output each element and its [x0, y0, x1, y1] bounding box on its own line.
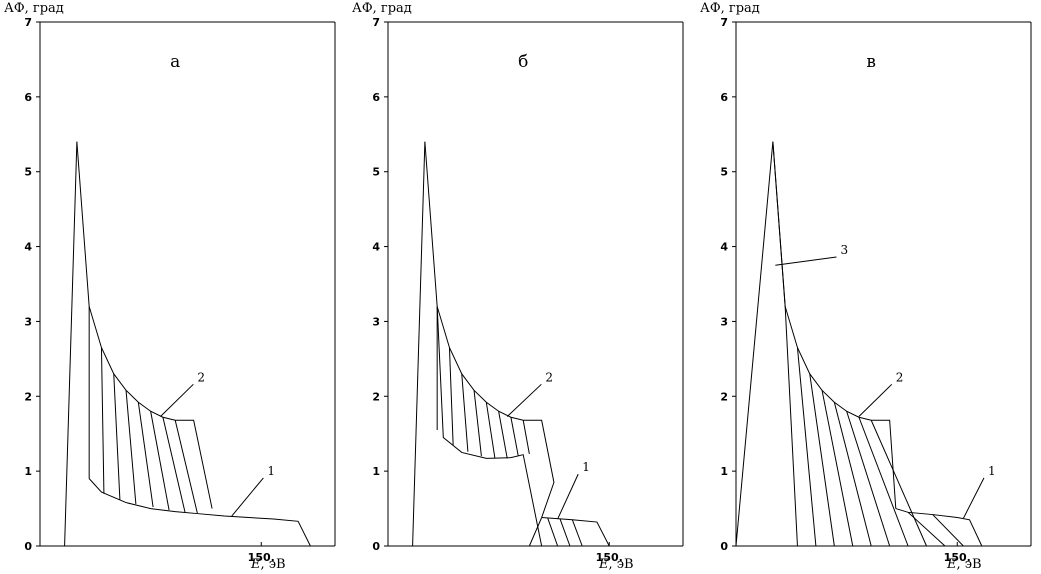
- y-tick-label: 5: [372, 166, 380, 179]
- y-tick-label: 6: [372, 91, 380, 104]
- x-tick-label: 150.: [944, 551, 971, 564]
- series-line: [76, 141, 213, 509]
- y-tick-label: 6: [720, 91, 728, 104]
- x-axis-unit: , эВ: [261, 557, 286, 572]
- x-axis-unit: , эВ: [609, 557, 634, 572]
- x-axis-label: E, эВ: [598, 557, 634, 572]
- hatch-line: [858, 417, 909, 547]
- y-tick-label: 4: [372, 241, 380, 254]
- hatch-line: [100, 347, 105, 494]
- curve-label: 1: [582, 460, 590, 474]
- hatch-line: [498, 411, 508, 459]
- y-tick-label: 3: [24, 315, 32, 328]
- hatch-line: [821, 390, 854, 547]
- leader-line: [962, 477, 985, 519]
- x-axis-label: E, эВ: [250, 557, 286, 572]
- hatch-line: [846, 411, 891, 547]
- curve-label: 1: [267, 464, 275, 478]
- hatch-line: [162, 417, 186, 513]
- leader-line: [506, 383, 542, 417]
- y-tick-label: 5: [24, 166, 32, 179]
- x-tick-label: 150.: [248, 551, 275, 564]
- hatch-line: [113, 373, 121, 500]
- leader-line: [160, 383, 194, 417]
- chart-panel: 0 1 2 3 4 5 6 7 150. АФ, град E, эВ а 1 2: [4, 1, 336, 572]
- hatch-line: [150, 411, 170, 511]
- y-tick-label: 1: [24, 465, 32, 478]
- hatch-line: [547, 518, 559, 547]
- hatch-line: [833, 402, 872, 547]
- hatch-line: [796, 347, 817, 547]
- y-tick-label: 2: [24, 390, 32, 403]
- peak-line: [735, 141, 774, 547]
- curve-label: 3: [840, 243, 848, 257]
- leader-line: [231, 477, 264, 517]
- series-line: [424, 141, 555, 547]
- chart-panel: 0 1 2 3 4 5 6 7 150. АФ, град E, эВ в 1 2 3: [700, 1, 1032, 572]
- hatch-line: [559, 518, 571, 547]
- curve-label: 2: [896, 370, 904, 384]
- series-line: [541, 517, 610, 547]
- y-tick-label: 4: [720, 241, 728, 254]
- x-tick-label: 150.: [596, 551, 623, 564]
- hatch-line: [473, 390, 482, 457]
- x-axis-label: E, эВ: [946, 557, 982, 572]
- panel-label: в: [866, 52, 876, 72]
- hatch-line: [870, 420, 927, 547]
- hatch-line: [174, 420, 198, 514]
- y-axis-label: АФ, град: [352, 1, 412, 16]
- hatch-line: [125, 390, 137, 505]
- y-tick-label: 7: [372, 16, 380, 29]
- leader-line: [775, 256, 837, 266]
- hatch-line: [932, 514, 964, 547]
- series-line: [895, 508, 983, 547]
- x-axis-variable: E: [250, 557, 261, 572]
- curve-label: 2: [197, 370, 205, 384]
- y-tick-label: 1: [720, 465, 728, 478]
- y-tick-label: 7: [24, 16, 32, 29]
- leader-line: [557, 473, 579, 520]
- y-tick-label: 2: [372, 390, 380, 403]
- hatch-line: [522, 420, 530, 455]
- y-tick-label: 3: [372, 315, 380, 328]
- y-tick-label: 4: [24, 241, 32, 254]
- y-tick-label: 3: [720, 315, 728, 328]
- y-axis-label: АФ, град: [700, 1, 760, 16]
- hatch-line: [809, 373, 835, 547]
- x-axis-unit: , эВ: [957, 557, 982, 572]
- leader-line: [858, 383, 893, 417]
- hatch-line: [907, 511, 946, 547]
- y-tick-label: 7: [720, 16, 728, 29]
- y-tick-label: 6: [24, 91, 32, 104]
- y-tick-label: 2: [720, 390, 728, 403]
- series-line: [88, 478, 311, 547]
- x-axis-variable: E: [946, 557, 957, 572]
- panel-label: а: [170, 52, 180, 72]
- curve-label: 2: [545, 370, 553, 384]
- hatch-line: [461, 373, 469, 452]
- hatch-line: [137, 402, 154, 508]
- y-tick-label: 0: [720, 540, 728, 553]
- y-tick-label: 1: [372, 465, 380, 478]
- x-axis-variable: E: [598, 557, 609, 572]
- y-axis-label: АФ, град: [4, 1, 64, 16]
- chart-panel: 0 1 2 3 4 5 6 7 150. АФ, град E, эВ б 1 2: [352, 1, 684, 572]
- series-line: [772, 141, 798, 547]
- y-tick-label: 5: [720, 166, 728, 179]
- y-tick-label: 0: [24, 540, 32, 553]
- panel-label: б: [518, 52, 528, 72]
- hatch-line: [510, 417, 519, 457]
- series-line: [436, 306, 543, 547]
- hatch-line: [571, 519, 583, 547]
- peak-line: [412, 141, 426, 547]
- y-tick-label: 0: [372, 540, 380, 553]
- curve-label: 1: [988, 464, 996, 478]
- peak-line: [64, 141, 78, 547]
- hatch-line: [448, 347, 454, 445]
- hatch-line: [485, 402, 496, 459]
